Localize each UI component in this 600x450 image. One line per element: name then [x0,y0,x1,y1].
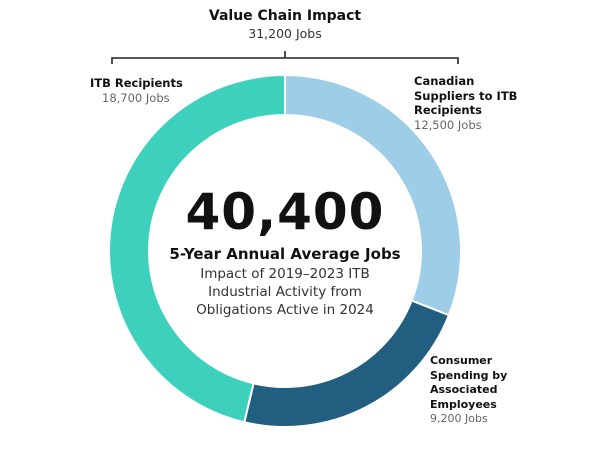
description-line: Industrial Activity from [208,284,362,300]
label-name: Associated [430,383,498,396]
label-name: Recipients [414,103,482,117]
label-canadian-suppliers: Canadian Suppliers to ITB Recipients 12,… [414,74,517,132]
label-name: Employees [430,397,497,411]
description-line: Impact of 2019–2023 ITB [200,266,370,282]
label-value: 12,500 Jobs [414,117,482,132]
donut-segment-consumer-spending-by-associated-employees [243,299,451,428]
label-name: Consumer [430,354,493,367]
label-name: Suppliers to ITB [414,88,518,103]
donut-segment-itb-recipients [108,73,286,424]
total-jobs: 40,400 [185,183,385,241]
label-name: ITB Recipients [90,76,183,90]
total-jobs-description: Impact of 2019–2023 ITB Industrial Activ… [150,265,420,319]
label-value: 9,200 Jobs [430,412,488,425]
label-name: Spending by [430,368,508,382]
value-chain-title: Value Chain Impact [208,8,362,24]
label-value: 18,700 Jobs [102,90,170,105]
value-chain-jobs: 31,200 Jobs [248,26,322,41]
label-consumer-spending: Consumer Spending by Associated Employee… [430,354,507,427]
total-jobs-caption: 5-Year Annual Average Jobs [169,245,401,263]
label-itb-recipients: ITB Recipients 18,700 Jobs [90,76,205,105]
label-name: Canadian [414,74,475,88]
value-chain-bracket [111,51,459,64]
description-line: Obligations Active in 2024 [196,302,374,318]
